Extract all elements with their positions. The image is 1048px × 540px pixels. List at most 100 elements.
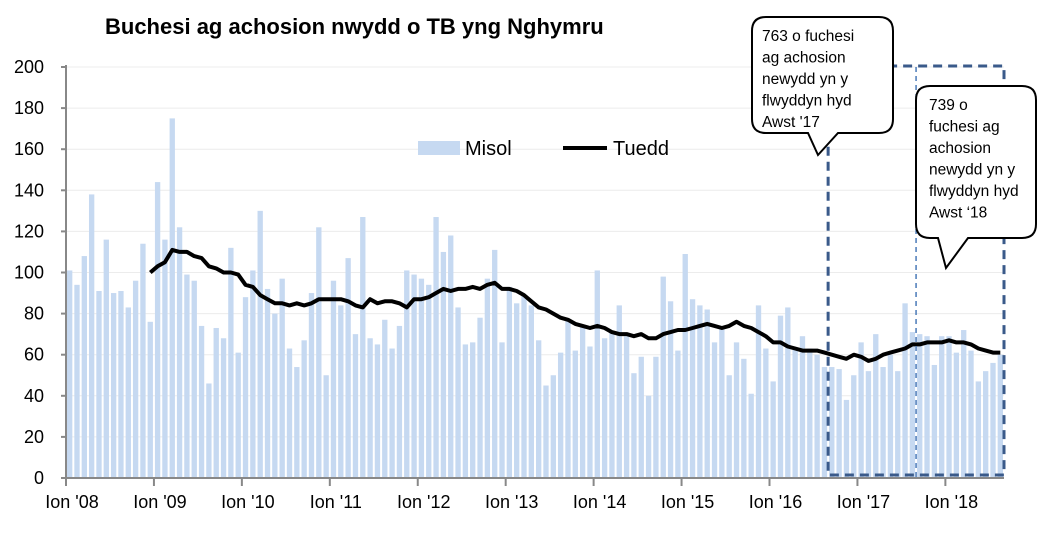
legend-swatch-misol <box>418 141 460 155</box>
bar <box>924 336 930 478</box>
callout-text-line: Awst ‘18 <box>929 205 987 222</box>
bar <box>939 336 945 478</box>
bar <box>807 348 813 478</box>
bar <box>213 327 219 478</box>
bar <box>470 342 476 478</box>
bar <box>770 381 776 478</box>
bar <box>601 338 608 478</box>
bar <box>103 239 109 478</box>
bar <box>367 338 373 478</box>
bar <box>887 354 894 478</box>
bar <box>110 293 117 478</box>
x-tick-label: Ion '09 <box>133 492 186 512</box>
bar <box>294 367 300 478</box>
bar <box>660 276 666 478</box>
bar <box>814 354 820 478</box>
bar <box>543 385 549 478</box>
y-tick-label: 180 <box>14 98 44 118</box>
bar <box>279 278 285 478</box>
bar <box>711 342 718 478</box>
bar <box>118 290 124 478</box>
bar <box>946 336 952 478</box>
bar <box>67 270 73 478</box>
bar <box>499 342 505 478</box>
bar <box>506 286 513 478</box>
y-tick-label: 140 <box>14 180 44 200</box>
bar <box>125 307 131 478</box>
x-tick-label: Ion '17 <box>837 492 890 512</box>
x-tick-label: Ion '16 <box>749 492 802 512</box>
bar <box>96 290 102 478</box>
axes: 0 20 40 60 80 100 120 140 160 180 200 Ion '08 Ion '0… <box>14 57 1004 512</box>
bar <box>961 330 967 478</box>
y-tick-label: 200 <box>14 57 44 77</box>
bar <box>235 352 241 478</box>
bar <box>484 278 491 478</box>
bar <box>477 317 483 478</box>
x-tick-label: Ion '13 <box>485 492 538 512</box>
x-tick-label: Ion '18 <box>925 492 978 512</box>
bar <box>726 375 732 478</box>
bar <box>763 348 769 478</box>
bar <box>821 367 828 478</box>
bar <box>360 217 366 478</box>
bar <box>411 274 417 478</box>
bar <box>242 297 249 478</box>
callout-bubble <box>915 85 1037 271</box>
bar <box>829 367 835 478</box>
bar <box>191 280 197 478</box>
bar <box>572 350 578 478</box>
bar <box>587 346 593 478</box>
bar <box>433 217 439 478</box>
bar <box>257 210 263 478</box>
bar <box>448 235 454 478</box>
bar <box>323 375 329 478</box>
bar <box>521 295 527 478</box>
bar <box>748 393 754 478</box>
bar <box>514 303 520 478</box>
bar <box>851 375 857 478</box>
bar <box>308 293 315 478</box>
bar <box>858 342 864 478</box>
trend-line-tuedd <box>149 247 1001 363</box>
bar <box>455 307 461 478</box>
callout-text-line: 739 o <box>929 97 968 114</box>
bar <box>352 334 359 478</box>
bar <box>140 243 146 478</box>
bar <box>389 348 395 478</box>
bar <box>895 371 901 478</box>
bar <box>609 332 615 478</box>
bar <box>931 364 938 478</box>
bar <box>675 350 681 478</box>
bar <box>873 334 879 478</box>
x-tick-label: Ion '08 <box>45 492 98 512</box>
callout-bubble <box>751 16 894 157</box>
bar <box>997 354 1003 478</box>
bar <box>81 256 87 478</box>
y-tick-label: 60 <box>24 345 44 365</box>
callout-text-line: achosion <box>929 140 991 157</box>
bar <box>176 227 183 478</box>
bar <box>301 340 307 478</box>
callout-text-line: fuchesi ag <box>929 119 1000 136</box>
bar <box>198 325 205 478</box>
bar <box>975 381 982 478</box>
bar <box>880 367 886 478</box>
bar <box>462 344 469 478</box>
bar-series-misol <box>67 118 1003 478</box>
bar <box>616 305 622 478</box>
bar <box>733 342 740 478</box>
bar <box>697 305 703 478</box>
bar <box>917 334 923 478</box>
bar <box>785 307 791 478</box>
bar <box>983 371 989 478</box>
bar <box>147 321 153 478</box>
bar <box>345 258 351 478</box>
legend: Misol Tuedd <box>418 138 669 160</box>
legend-label-tuedd: Tuedd <box>613 138 669 160</box>
bar <box>990 362 996 478</box>
bar <box>594 270 600 478</box>
bar <box>264 288 271 478</box>
x-tick-label: Ion '10 <box>221 492 274 512</box>
